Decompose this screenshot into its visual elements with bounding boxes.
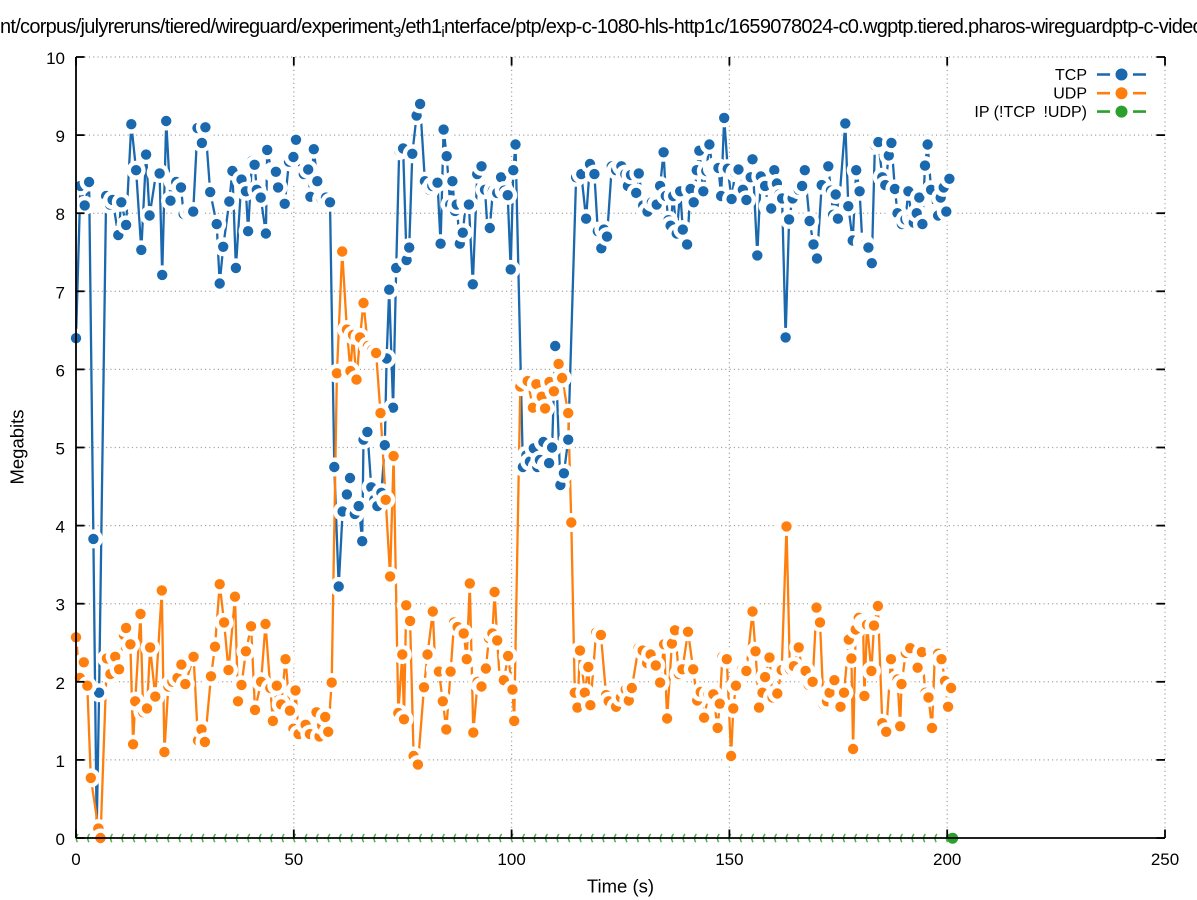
svg-text:nt/corpus/julyreruns/tiered/wi: nt/corpus/julyreruns/tiered/wireguard/ex… — [0, 16, 1197, 41]
svg-text:9: 9 — [56, 127, 65, 146]
svg-text:Time (s): Time (s) — [587, 876, 654, 897]
svg-text:2: 2 — [56, 674, 65, 693]
svg-text:IP (!TCP !UDP): IP (!TCP !UDP) — [974, 104, 1087, 121]
svg-text:8: 8 — [56, 205, 65, 224]
svg-text:7: 7 — [56, 283, 65, 302]
svg-text:3: 3 — [56, 596, 65, 615]
svg-text:0: 0 — [71, 850, 80, 869]
svg-text:50: 50 — [284, 850, 303, 869]
svg-text:10: 10 — [46, 49, 65, 68]
svg-text:UDP: UDP — [1053, 86, 1087, 103]
svg-text:1: 1 — [56, 752, 65, 771]
svg-text:6: 6 — [56, 361, 65, 380]
svg-text:150: 150 — [715, 850, 743, 869]
svg-text:Megabits: Megabits — [7, 409, 28, 484]
svg-text:TCP: TCP — [1055, 67, 1087, 84]
svg-text:0: 0 — [56, 830, 65, 849]
svg-text:5: 5 — [56, 440, 65, 459]
svg-text:200: 200 — [933, 850, 961, 869]
svg-text:4: 4 — [56, 518, 65, 537]
svg-text:100: 100 — [497, 850, 525, 869]
svg-text:250: 250 — [1151, 850, 1179, 869]
